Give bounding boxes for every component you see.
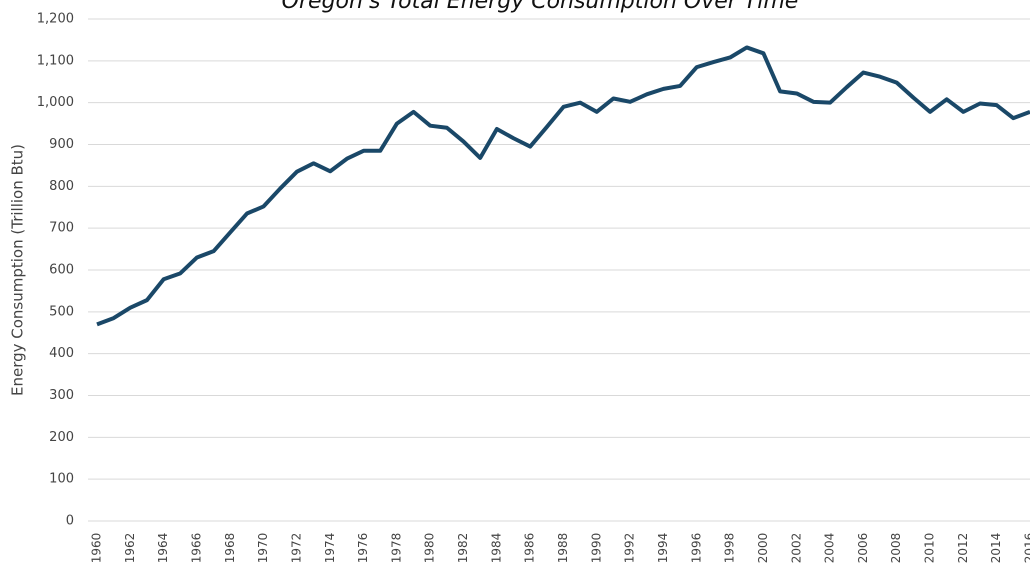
y-tick-label: 900	[49, 137, 74, 152]
x-tick-label: 1980	[423, 533, 437, 564]
chart-title: Oregon's Total Energy Consumption Over T…	[282, 0, 799, 14]
x-tick-label: 2006	[856, 533, 870, 564]
x-tick-label: 1964	[156, 533, 170, 564]
x-tick-label: 1972	[289, 533, 303, 564]
x-tick-label: 2014	[989, 533, 1003, 564]
x-tick-label: 1990	[589, 533, 603, 564]
x-tick-label: 1998	[723, 533, 737, 564]
x-tick-label: 1962	[123, 533, 137, 564]
x-tick-label: 2004	[823, 533, 837, 564]
x-tick-label: 1976	[356, 533, 370, 564]
x-tick-label: 1978	[389, 533, 403, 564]
y-tick-label: 1,100	[37, 53, 74, 68]
data-line	[96, 45, 1030, 327]
x-tick-label: 1970	[256, 533, 270, 564]
y-tick-label: 0	[66, 514, 74, 529]
y-tick-label: 200	[49, 430, 74, 445]
y-tick-label: 700	[49, 221, 74, 236]
x-tick-label: 1986	[523, 533, 537, 564]
x-tick-label: 1994	[656, 533, 670, 564]
x-tick-label: 2000	[756, 533, 770, 564]
x-tick-label: 2010	[923, 533, 937, 564]
x-tick-label: 1984	[489, 533, 503, 564]
x-tick-label: 1988	[556, 533, 570, 564]
y-tick-label: 800	[49, 179, 74, 194]
y-tick-label: 300	[49, 388, 74, 403]
y-tick-label: 600	[49, 263, 74, 278]
x-tick-label: 1982	[456, 533, 470, 564]
y-tick-label: 400	[49, 346, 74, 361]
x-tick-label: 1966	[189, 533, 203, 564]
y-tick-label: 100	[49, 472, 74, 487]
x-tick-label: 2016	[1023, 533, 1030, 564]
x-tick-label: 1996	[689, 533, 703, 564]
x-tick-label: 2012	[956, 533, 970, 564]
x-tick-label: 1968	[223, 533, 237, 564]
y-tick-label: 1,000	[37, 95, 74, 110]
y-axis-label: Energy Consumption (Trillion Btu)	[9, 144, 27, 396]
y-tick-label: 500	[49, 304, 74, 319]
y-tick-label: 1,200	[37, 12, 74, 27]
x-tick-label: 1974	[323, 533, 337, 564]
x-tick-label: 2008	[889, 533, 903, 564]
x-tick-label: 1992	[623, 533, 637, 564]
x-tick-label: 1960	[90, 533, 104, 564]
x-tick-label: 2002	[789, 533, 803, 564]
